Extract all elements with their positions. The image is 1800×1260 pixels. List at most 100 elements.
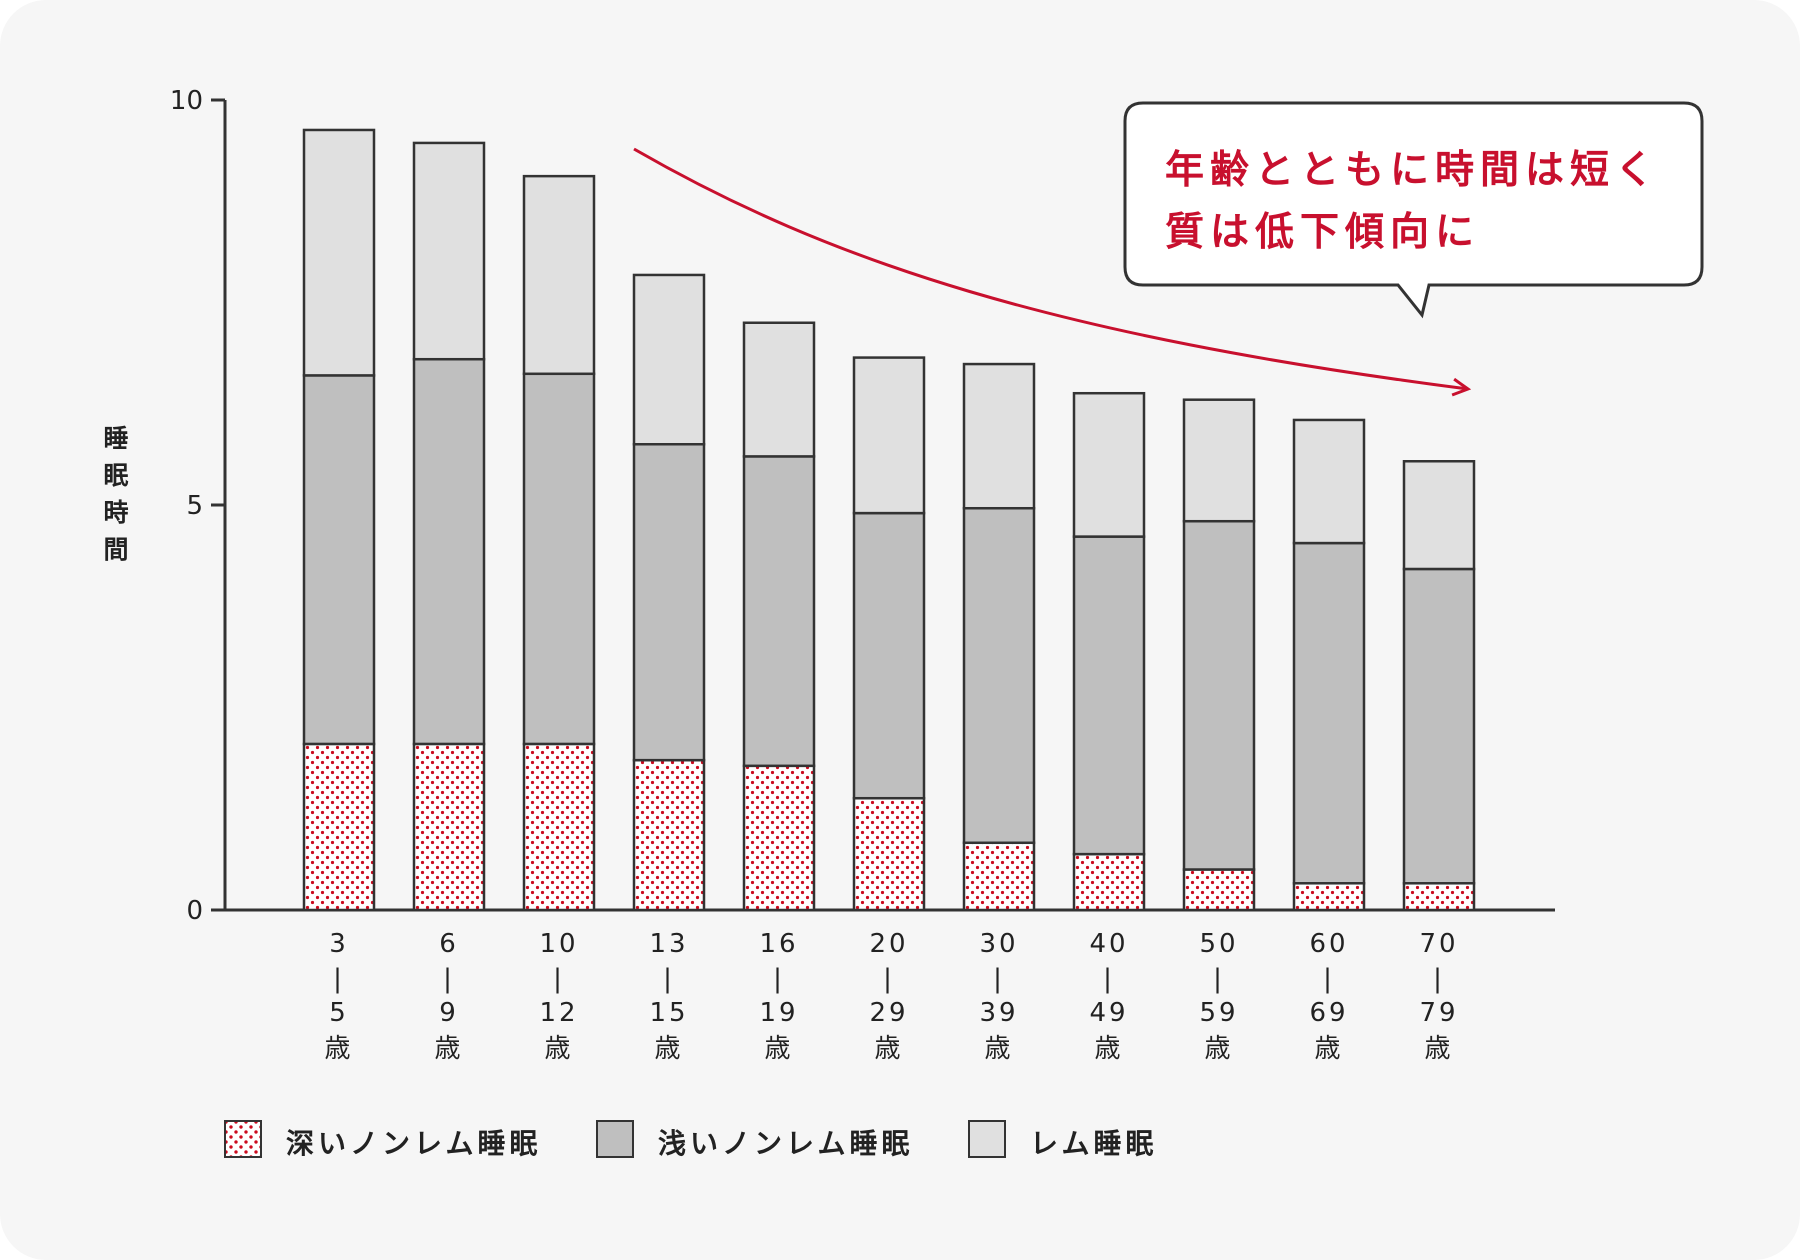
x-tick-label-line: 歳 — [544, 1034, 573, 1064]
bar-segment-light — [852, 511, 926, 800]
bar-segment-deep — [632, 758, 706, 912]
x-tick-label-line: 50 — [1199, 929, 1238, 959]
y-axis-label: 睡眠時間 — [100, 425, 129, 573]
bar-segment-deep — [302, 742, 376, 912]
bar-segment-deep — [962, 841, 1036, 912]
x-tick-label-line: 歳 — [654, 1034, 683, 1064]
bar-segment-deep — [412, 742, 486, 912]
bar-segment-light — [962, 506, 1036, 845]
bar-segment-deep — [522, 742, 596, 912]
legend-swatch-rem — [968, 1120, 1006, 1158]
y-tick-label: 0 — [186, 896, 203, 926]
x-tick-label-30: 30 | 39 歳 — [979, 929, 1018, 1064]
x-tick-label-line: 歳 — [764, 1034, 793, 1064]
legend-label-rem: レム睡眠 — [1030, 1127, 1158, 1160]
bar-segment-rem — [742, 321, 816, 458]
bar-segment-light — [1182, 519, 1256, 871]
x-tick-label-line: | — [883, 964, 895, 994]
x-tick-label-line: | — [553, 964, 565, 994]
bar-segment-light — [1292, 541, 1366, 885]
x-tick-label-line: 10 — [539, 929, 578, 959]
x-tick-label-line: | — [1103, 964, 1115, 994]
x-tick-label-line: | — [1323, 964, 1335, 994]
x-tick-label-40: 40 | 49 歳 — [1089, 929, 1128, 1064]
bar-segment-light — [412, 357, 486, 746]
x-tick-label-13: 13 | 15 歳 — [649, 929, 688, 1064]
bar-segment-rem — [1182, 398, 1256, 523]
x-tick-label-50: 50 | 59 歳 — [1199, 929, 1238, 1064]
callout-text: 年齢とともに時間は短く 質は低下傾向に — [1165, 148, 1661, 255]
bar-segment-light — [632, 443, 706, 762]
x-tick-label-line: | — [663, 964, 675, 994]
x-tick-label-line: 歳 — [1314, 1034, 1343, 1064]
bar-segment-deep — [1402, 882, 1476, 912]
x-tick-label-70: 70 | 79 歳 — [1419, 929, 1458, 1064]
x-tick-label-60: 60 | 69 歳 — [1309, 929, 1348, 1064]
x-tick-label-line: 29 — [869, 998, 908, 1028]
x-tick-label-line: 60 — [1309, 929, 1348, 959]
bar-segment-light — [1402, 567, 1476, 885]
x-tick-label-line: 歳 — [1094, 1034, 1123, 1064]
bar-segment-rem — [1072, 391, 1146, 538]
y-tick-label: 5 — [186, 491, 203, 521]
x-tick-label-line: | — [333, 964, 345, 994]
legend-label-light: 浅いノンレム睡眠 — [658, 1127, 914, 1160]
x-tick-label-line: 16 — [759, 929, 798, 959]
x-tick-label-line: 9 — [439, 998, 459, 1028]
x-tick-label-line: 13 — [649, 929, 688, 959]
bar-segment-light — [302, 374, 376, 746]
bar-segment-rem — [412, 141, 486, 361]
bar-segment-rem — [1402, 460, 1476, 571]
x-tick-label-16: 16 | 19 歳 — [759, 929, 798, 1064]
x-tick-labels: 3|5歳6|9歳10|12歳13|15歳16|19歳20|29歳30|39歳40… — [324, 929, 1458, 1064]
x-tick-label-line: 歳 — [1424, 1034, 1453, 1064]
x-tick-label-line: 49 — [1089, 998, 1128, 1028]
bar-segment-light — [1072, 535, 1146, 856]
x-tick-label-line: 歳 — [984, 1034, 1013, 1064]
x-tick-label-6: 6 | 9 歳 — [434, 929, 463, 1064]
x-tick-label-line: 15 — [649, 998, 688, 1028]
trend-arrow — [633, 147, 1468, 389]
x-tick-label-10: 10 | 12 歳 — [539, 929, 578, 1064]
x-tick-label-line: | — [993, 964, 1005, 994]
x-tick-label-line: 5 — [329, 998, 349, 1028]
x-tick-label-line: | — [443, 964, 455, 994]
legend-swatch-deep — [224, 1120, 262, 1158]
x-tick-label-line: 59 — [1199, 998, 1238, 1028]
bar-segment-deep — [852, 796, 926, 912]
y-tick-label: 10 — [170, 86, 203, 116]
x-tick-label-line: 歳 — [324, 1034, 353, 1064]
bar-segment-rem — [522, 174, 596, 376]
x-tick-label-3: 3 | 5 歳 — [324, 929, 353, 1064]
bars — [302, 128, 1476, 912]
bar-segment-light — [522, 372, 596, 746]
x-tick-label-line: 69 — [1309, 998, 1348, 1028]
bar-segment-rem — [302, 128, 376, 377]
bar-segment-light — [742, 455, 816, 768]
x-tick-label-line: 30 — [979, 929, 1018, 959]
x-tick-label-line: 19 — [759, 998, 798, 1028]
legend-swatch-light — [596, 1120, 634, 1158]
x-tick-label-line: 12 — [539, 998, 578, 1028]
bar-segment-rem — [1292, 418, 1366, 545]
x-tick-label-line: 20 — [869, 929, 908, 959]
bar-segment-deep — [1072, 852, 1146, 912]
bar-segment-rem — [632, 273, 706, 446]
x-tick-label-line: 6 — [439, 929, 459, 959]
x-tick-label-line: 39 — [979, 998, 1018, 1028]
bar-segment-deep — [1182, 868, 1256, 912]
x-tick-label-20: 20 | 29 歳 — [869, 929, 908, 1064]
x-tick-label-line: 79 — [1419, 998, 1458, 1028]
x-tick-label-line: 歳 — [1204, 1034, 1233, 1064]
x-tick-label-line: 70 — [1419, 929, 1458, 959]
callout-bubble — [1123, 101, 1704, 319]
x-tick-label-line: | — [1213, 964, 1225, 994]
bar-segment-rem — [962, 362, 1036, 510]
legend-label-deep: 深いノンレム睡眠 — [286, 1127, 542, 1160]
x-tick-label-line: 3 — [329, 929, 349, 959]
x-tick-label-line: 歳 — [874, 1034, 903, 1064]
x-tick-label-line: 歳 — [434, 1034, 463, 1064]
bar-segment-deep — [1292, 882, 1366, 912]
